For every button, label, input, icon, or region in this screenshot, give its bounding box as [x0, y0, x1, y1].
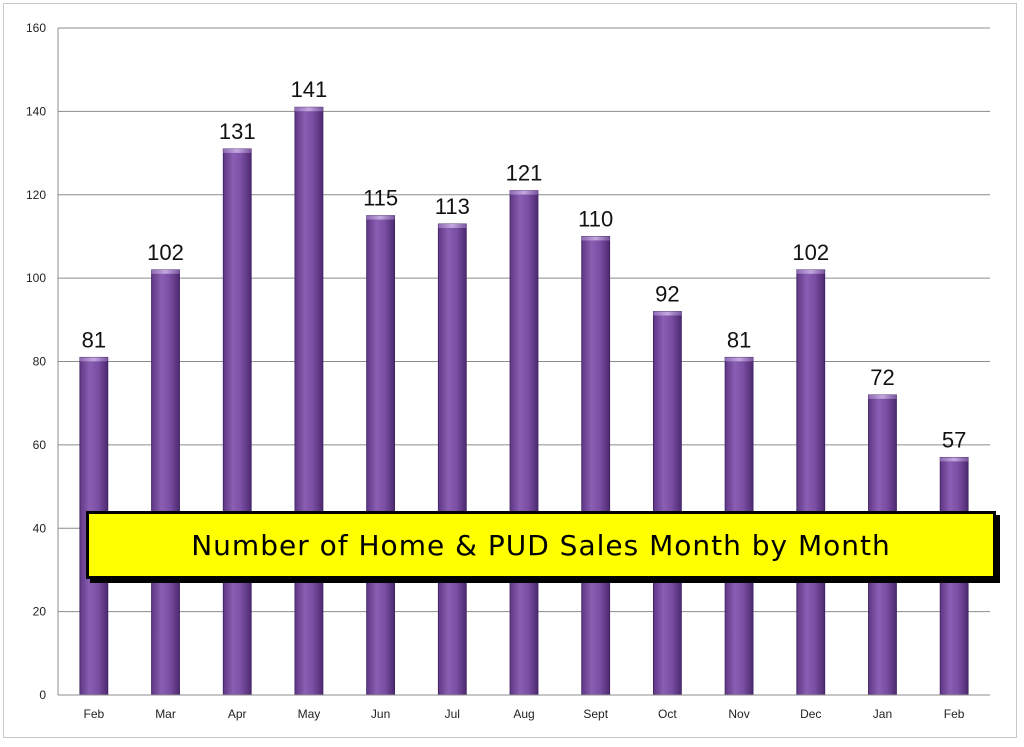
- bar-cap: [438, 223, 467, 228]
- bar-cap: [223, 148, 252, 153]
- bar-cap: [725, 357, 754, 362]
- bar-cap: [294, 107, 323, 112]
- y-tick-label: 20: [33, 605, 47, 619]
- bar-cap: [151, 269, 180, 274]
- y-tick-label: 120: [26, 188, 46, 202]
- data-label: 81: [727, 327, 751, 352]
- x-tick-label: Nov: [728, 707, 749, 721]
- data-label: 102: [792, 240, 829, 265]
- bar: [294, 106, 324, 696]
- bar: [796, 269, 826, 696]
- y-tick-label: 60: [33, 438, 47, 452]
- data-label: 113: [435, 194, 470, 219]
- bar: [509, 190, 539, 696]
- y-tick-label: 0: [39, 688, 46, 702]
- bars: [79, 106, 969, 696]
- chart-title-box: Number of Home & PUD Sales Month by Mont…: [86, 511, 996, 579]
- bar: [652, 311, 682, 696]
- data-label: 72: [870, 365, 894, 390]
- chart-title: Number of Home & PUD Sales Month by Mont…: [191, 528, 891, 562]
- y-tick-label: 80: [33, 355, 47, 369]
- data-label: 121: [506, 161, 543, 186]
- data-label: 110: [578, 206, 613, 231]
- bar-cap: [868, 394, 897, 399]
- bar: [151, 269, 180, 696]
- data-label: 81: [82, 327, 106, 352]
- bar-cap: [653, 311, 682, 316]
- x-tick-label: Apr: [228, 707, 247, 721]
- y-axis: 0 20 40 60 80 100 120 140 160: [26, 21, 59, 702]
- data-label: 92: [655, 281, 679, 306]
- bar-cap: [796, 269, 825, 274]
- bar: [581, 236, 611, 696]
- bar-cap: [79, 357, 108, 362]
- bar-cap: [366, 215, 395, 220]
- x-tick-label: Oct: [658, 707, 677, 721]
- data-label: 102: [147, 240, 184, 265]
- bar: [222, 148, 252, 696]
- x-axis: Feb Mar Apr May Jun Jul Aug Sept Oct Nov Dec Jan Feb: [58, 694, 990, 721]
- x-tick-label: Jun: [371, 707, 390, 721]
- x-tick-label: Feb: [944, 707, 965, 721]
- bar-cap: [510, 190, 538, 195]
- data-labels: 81 102 131 141 115 113 121 110 92 81 102 72 57: [82, 77, 967, 452]
- y-tick-label: 160: [26, 21, 46, 35]
- bar: [437, 223, 467, 696]
- y-tick-label: 40: [33, 521, 47, 535]
- bar: [366, 215, 396, 696]
- data-label: 141: [291, 77, 328, 102]
- bar-cap: [940, 457, 969, 462]
- x-tick-label: Feb: [84, 707, 105, 721]
- x-tick-label: Jul: [445, 707, 460, 721]
- x-tick-label: May: [298, 707, 321, 721]
- data-label: 115: [363, 186, 398, 211]
- x-tick-label: Dec: [800, 707, 821, 721]
- data-label: 131: [219, 119, 256, 144]
- data-label: 57: [942, 427, 966, 452]
- x-tick-label: Jan: [873, 707, 892, 721]
- y-tick-label: 140: [26, 104, 46, 118]
- y-tick-label: 100: [26, 271, 46, 285]
- x-tick-label: Aug: [513, 707, 534, 721]
- bar-cap: [581, 236, 610, 241]
- x-tick-label: Sept: [583, 707, 608, 721]
- x-tick-label: Mar: [155, 707, 176, 721]
